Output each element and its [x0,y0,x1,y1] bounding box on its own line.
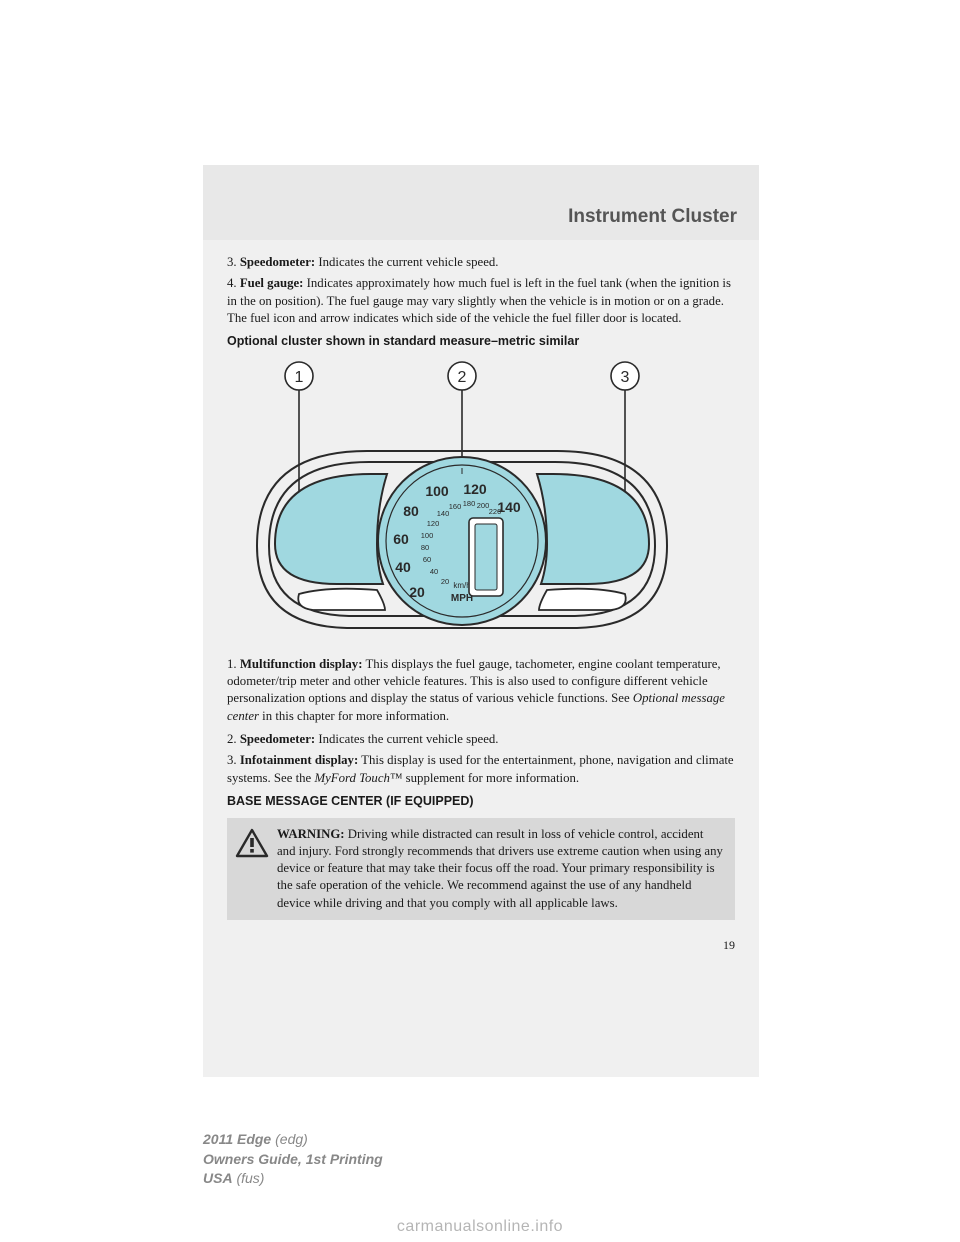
svg-text:160: 160 [449,502,462,511]
base-message-center-header: BASE MESSAGE CENTER (IF EQUIPPED) [227,793,735,810]
svg-text:100: 100 [425,483,449,499]
item-b3-label: Infotainment display: [240,753,358,767]
warning-icon [235,826,269,863]
svg-text:40: 40 [395,559,411,575]
item-b3-num: 3. [227,753,237,767]
svg-text:220: 220 [489,507,502,516]
footer-model: 2011 Edge [203,1131,271,1147]
page-container: Instrument Cluster 3. Speedometer: Indic… [203,165,759,1077]
item-b2: 2. Speedometer: Indicates the current ve… [227,731,735,748]
item-4-label: Fuel gauge: [240,276,304,290]
svg-text:40: 40 [430,567,438,576]
svg-text:60: 60 [423,555,431,564]
item-b1-after: in this chapter for more information. [259,709,449,723]
warning-text: WARNING: Driving while distracted can re… [277,826,725,912]
footer-guide: Owners Guide, 1st Printing [203,1150,383,1170]
footer-region-code: (fus) [233,1170,265,1186]
footer-model-code: (edg) [271,1131,308,1147]
svg-text:80: 80 [421,543,429,552]
svg-text:140: 140 [437,509,450,518]
footer-region: USA [203,1170,233,1186]
item-3-num: 3. [227,255,237,269]
page-title: Instrument Cluster [568,206,737,228]
callout-2: 2 [458,369,467,386]
item-b1-num: 1. [227,657,237,671]
item-4-text: Indicates approximately how much fuel is… [227,276,731,325]
item-3: 3. Speedometer: Indicates the current ve… [227,254,735,271]
optional-cluster-subtitle: Optional cluster shown in standard measu… [227,333,735,350]
svg-text:km/h: km/h [453,581,470,590]
item-3-text: Indicates the current vehicle speed. [315,255,498,269]
svg-text:180: 180 [463,499,476,508]
left-display-panel [275,474,387,584]
watermark: carmanualsonline.info [0,1218,960,1236]
svg-text:60: 60 [393,531,409,547]
item-b2-num: 2. [227,732,237,746]
svg-text:20: 20 [441,577,449,586]
svg-text:120: 120 [463,481,487,497]
cluster-svg: 1 2 3 [227,356,697,646]
item-4-num: 4. [227,276,237,290]
item-b3: 3. Infotainment display: This display is… [227,752,735,787]
instrument-cluster-diagram: 1 2 3 [227,356,697,646]
svg-text:20: 20 [409,584,425,600]
item-b1: 1. Multifunction display: This displays … [227,656,735,725]
warning-label: WARNING: [277,827,345,841]
page-content: 3. Speedometer: Indicates the current ve… [203,240,759,930]
svg-text:80: 80 [403,503,419,519]
footer: 2011 Edge (edg) Owners Guide, 1st Printi… [203,1130,383,1189]
svg-text:200: 200 [477,501,490,510]
item-b3-after: supplement for more information. [402,771,579,785]
item-b1-label: Multifunction display: [240,657,363,671]
right-display-panel [537,474,649,584]
warning-body: Driving while distracted can result in l… [277,827,723,910]
item-4: 4. Fuel gauge: Indicates approximately h… [227,275,735,327]
header-bar: Instrument Cluster [203,165,759,240]
item-b2-text: Indicates the current vehicle speed. [315,732,498,746]
item-3-label: Speedometer: [240,255,315,269]
svg-text:120: 120 [427,519,440,528]
callout-1: 1 [295,369,304,386]
svg-text:100: 100 [421,531,434,540]
warning-box: WARNING: Driving while distracted can re… [227,818,735,920]
callout-3: 3 [621,369,630,386]
page-number: 19 [203,930,759,953]
item-b2-label: Speedometer: [240,732,315,746]
item-b3-italic: MyFord Touch™ [314,771,402,785]
